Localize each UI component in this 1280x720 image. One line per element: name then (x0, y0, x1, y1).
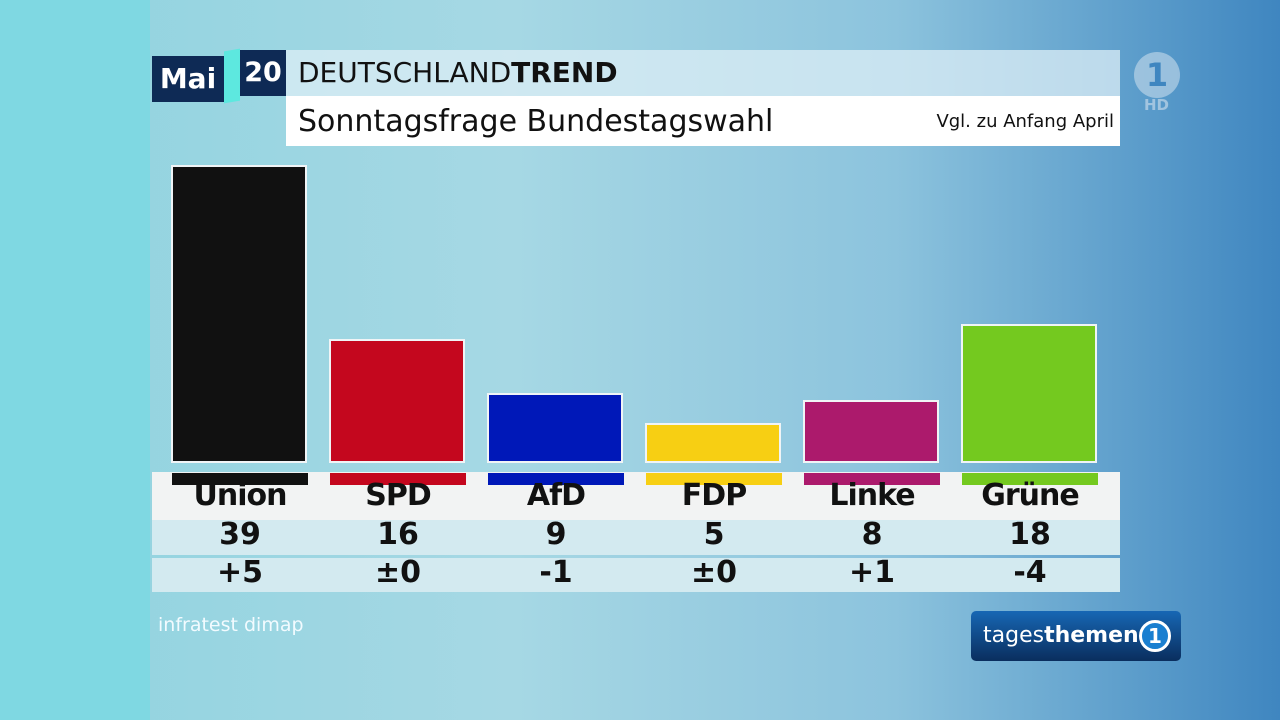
page-title: DEUTSCHLANDTREND (286, 50, 1120, 96)
party-label: Linke (829, 478, 915, 513)
month-badge: Mai (152, 56, 224, 102)
color-strip-spd (330, 473, 466, 485)
title-regular: DEUTSCHLAND (298, 56, 512, 89)
change-label: +5 (216, 555, 263, 590)
logo-regular: tages (983, 623, 1045, 648)
value-label: 9 (545, 517, 567, 552)
bar-union (171, 164, 307, 463)
color-strip-linke (804, 473, 940, 485)
party-label: AfD (526, 478, 586, 513)
value-label: 18 (1009, 517, 1051, 552)
title-bold: TREND (511, 56, 618, 89)
label-row (152, 472, 1120, 520)
source-label: infratest dimap (158, 614, 304, 636)
color-strip-grüne (962, 473, 1098, 485)
change-label: +1 (848, 555, 895, 590)
color-strip-union (172, 473, 308, 485)
tagesthemen-logo: tagesthemen 1 (971, 611, 1181, 661)
value-label: 39 (219, 517, 261, 552)
color-strip-afd (488, 473, 624, 485)
change-label: -1 (539, 555, 573, 590)
bar-linke (803, 400, 939, 463)
value-label: 5 (703, 517, 725, 552)
bar-afd (487, 392, 623, 463)
bar-spd (329, 339, 465, 463)
change-label: -4 (1013, 555, 1047, 590)
party-label: Grüne (981, 478, 1079, 513)
accent-shape (224, 48, 240, 104)
change-row (152, 558, 1120, 592)
chart-subtitle: Sonntagsfrage Bundestagswahl (298, 103, 774, 139)
comparison-note: Vgl. zu Anfang April (936, 110, 1114, 132)
change-label: ±0 (690, 555, 737, 590)
bar-fdp (645, 423, 781, 463)
ard-one-icon: 1 (1134, 52, 1180, 98)
hd-label: HD (1144, 96, 1170, 114)
value-row (152, 520, 1120, 555)
subtitle-bar: Sonntagsfrage Bundestagswahl Vgl. zu Anf… (286, 96, 1120, 146)
bar-grüne (961, 324, 1097, 463)
change-label: ±0 (374, 555, 421, 590)
day-badge: 20 (240, 50, 286, 96)
color-strip-fdp (646, 473, 782, 485)
value-label: 8 (861, 517, 883, 552)
left-background-strip (0, 0, 150, 720)
party-label: Union (193, 478, 288, 513)
party-label: SPD (365, 478, 432, 513)
value-label: 16 (377, 517, 419, 552)
party-label: FDP (681, 478, 747, 513)
ard-one-icon: 1 (1139, 620, 1171, 652)
logo-bold: themen (1044, 623, 1139, 648)
